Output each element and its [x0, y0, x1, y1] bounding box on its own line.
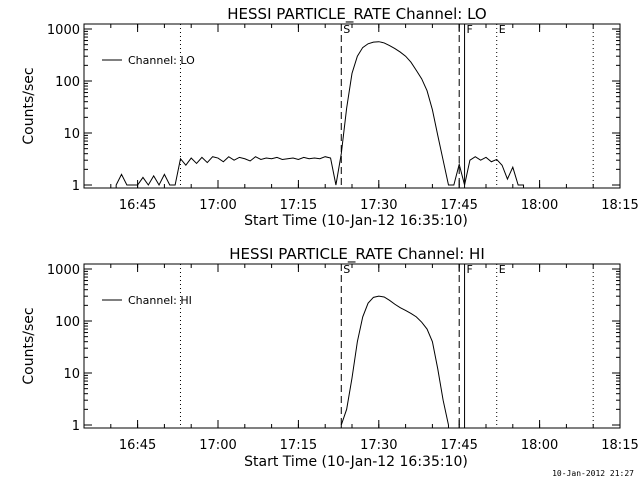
x-tick-label: 18:00	[521, 438, 558, 453]
y-tick-label: 1000	[47, 263, 80, 278]
y-tick-label: 100	[55, 315, 80, 330]
x-tick-label: 17:15	[280, 438, 317, 453]
x-tick-label: 17:30	[360, 198, 397, 213]
x-tick-label: 17:45	[440, 438, 477, 453]
legend-label: Channel: HI	[128, 294, 192, 307]
y-axis-label: Counts/sec	[21, 307, 37, 384]
x-tick-label: 17:45	[440, 198, 477, 213]
timestamp: 10-Jan-2012 21:27	[552, 469, 634, 478]
y-tick-label: 100	[55, 75, 80, 90]
event-marker-label: E	[499, 263, 506, 276]
y-tick-label: 1000	[47, 23, 80, 38]
event-marker-label: S	[343, 23, 350, 36]
x-tick-label: 17:00	[199, 438, 236, 453]
y-tick-label: 1	[72, 179, 80, 194]
event-marker-label: S	[343, 263, 350, 276]
x-axis-label: Start Time (10-Jan-12 16:35:10)	[244, 213, 468, 229]
event-marker-label: E	[499, 23, 506, 36]
plot-frame	[83, 23, 621, 189]
plot-frame	[83, 263, 621, 429]
chart-title: HESSI PARTICLE_RATE Channel: LO	[227, 5, 486, 24]
y-tick-label: 10	[63, 127, 80, 142]
x-tick-label: 18:15	[601, 438, 638, 453]
y-tick-label: 1	[72, 419, 80, 434]
legend-label: Channel: LO	[128, 54, 195, 67]
x-tick-label: 16:45	[119, 438, 156, 453]
chart-title: HESSI PARTICLE_RATE Channel: HI	[229, 245, 485, 264]
y-axis-label: Counts/sec	[21, 67, 37, 144]
data-series-line	[115, 41, 525, 188]
x-tick-label: 17:30	[360, 438, 397, 453]
x-tick-label: 18:00	[521, 198, 558, 213]
event-marker-label: F	[467, 263, 473, 276]
y-tick-label: 10	[63, 367, 80, 382]
x-tick-label: 17:15	[280, 198, 317, 213]
x-axis-label: Start Time (10-Jan-12 16:35:10)	[244, 454, 468, 470]
x-tick-label: 17:00	[199, 198, 236, 213]
x-tick-label: 16:45	[119, 198, 156, 213]
x-tick-label: 18:15	[601, 198, 638, 213]
data-series-line	[340, 295, 449, 428]
event-marker-label: F	[467, 23, 473, 36]
